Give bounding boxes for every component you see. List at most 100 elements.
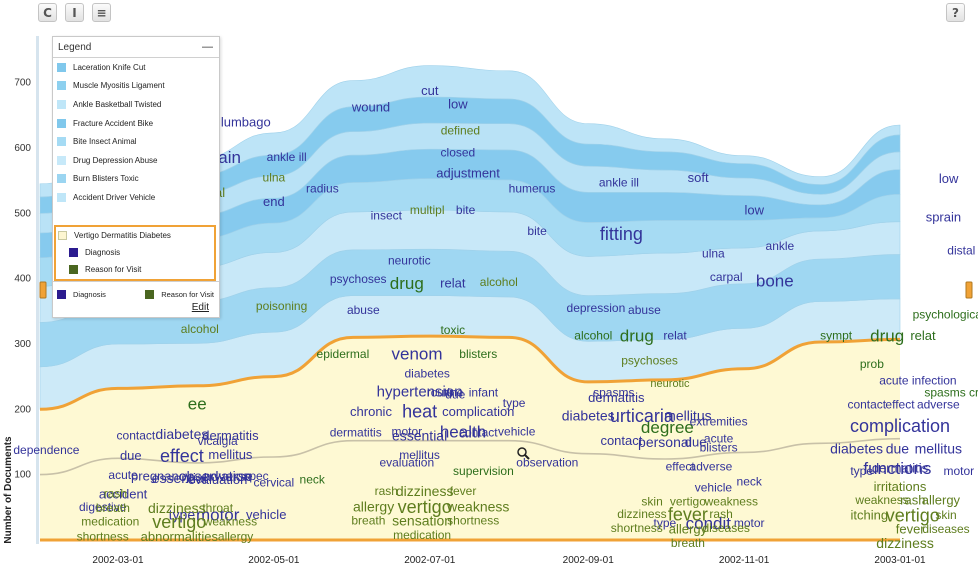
legend-topic[interactable]: Muscle Myositis Ligament — [53, 77, 219, 96]
word-label: dermatitis — [330, 425, 382, 439]
word-label: psychoses — [330, 272, 387, 286]
word-label: weakness — [854, 493, 908, 507]
range-handles — [39, 281, 973, 299]
word-label: dizziness — [876, 535, 934, 551]
word-label: vehicle — [246, 507, 286, 522]
left-range-handle[interactable] — [39, 281, 47, 299]
word-label: complication — [442, 404, 514, 419]
word-label: adverse — [203, 468, 253, 484]
word-label: shortness — [611, 521, 663, 535]
word-label: soft — [688, 170, 709, 185]
word-label: epidermal — [317, 347, 370, 361]
legend-swatch — [57, 192, 66, 202]
word-label: ankle — [766, 239, 795, 253]
highlight-top-border — [39, 334, 901, 411]
word-label: due — [445, 388, 465, 402]
legend-collapse-icon[interactable]: — — [202, 41, 213, 53]
legend-title: Legend — [58, 41, 92, 53]
word-label: spasms — [593, 386, 634, 400]
word-label: accident — [99, 487, 148, 502]
help-button[interactable]: ? — [946, 3, 965, 22]
x-tick-label: 2002-11-01 — [719, 555, 770, 566]
word-label: motor — [734, 516, 765, 530]
y-tick-label: 200 — [14, 404, 31, 415]
word-label: relat — [440, 276, 466, 291]
word-label: low — [448, 97, 468, 112]
word-label: rash — [375, 484, 398, 498]
word-label: vehicle — [498, 425, 536, 439]
word-label: contact — [600, 433, 642, 448]
word-label: motor — [943, 464, 974, 478]
word-label: mellitus — [208, 447, 253, 462]
legend-swatch — [69, 265, 78, 274]
legend-topic[interactable]: Drug Depression Abuse — [53, 151, 219, 170]
word-label: prob — [860, 357, 884, 371]
legend-topic[interactable]: Burn Blisters Toxic — [53, 170, 219, 189]
legend-swatch — [57, 155, 66, 165]
word-label: diseases — [703, 521, 750, 535]
legend-selected-label: Vertigo Dermatitis Diabetes — [74, 231, 171, 240]
stream-layer[interactable] — [40, 336, 900, 540]
word-label: digestive — [79, 500, 127, 514]
word-label: lumbago — [221, 114, 271, 129]
word-label: type — [169, 506, 196, 522]
word-label: sprain — [926, 210, 961, 225]
word-label: end — [263, 194, 285, 209]
comment-button[interactable]: ≡ — [92, 3, 111, 22]
refresh-icon: C — [43, 5, 52, 20]
word-label: vertigo — [670, 495, 706, 509]
y-axis: Number of Documents 100 200 300 400 500 600 70… — [3, 36, 39, 544]
word-label: insect — [371, 208, 403, 222]
legend-swatch — [69, 248, 78, 257]
word-clouds: cutwoundlowopnlumbagodefinedstrainankle … — [13, 83, 978, 551]
word-label: shortness — [77, 530, 129, 544]
word-label: supervision — [453, 464, 514, 478]
word-label: blisters — [700, 440, 738, 454]
word-label: hypertension — [377, 383, 463, 400]
word-label: ee — [188, 394, 207, 413]
legend-sub-diagnosis[interactable]: Diagnosis — [56, 244, 214, 261]
word-label: toxic — [440, 323, 465, 337]
word-label: drug — [390, 274, 424, 293]
legend-swatch — [57, 118, 66, 128]
y-tick-label: 300 — [14, 339, 31, 350]
legend-selected-topic[interactable]: Vertigo Dermatitis Diabetes Diagnosis Re… — [54, 225, 216, 281]
legend-swatch — [57, 137, 66, 147]
magnifier-cursor-icon — [517, 447, 530, 460]
word-label: vicalgia — [198, 434, 238, 448]
legend-topic[interactable]: Bite Insect Animal — [53, 132, 219, 151]
legend-topic[interactable]: Laceration Knife Cut — [53, 58, 219, 77]
word-label: alcohol — [480, 275, 518, 289]
legend-swatch — [57, 99, 66, 109]
word-label: dizziness — [617, 507, 666, 521]
legend-edit-link[interactable]: Edit — [191, 302, 209, 313]
legend-topic[interactable]: Ankle Basketball Twisted — [53, 95, 219, 114]
word-label: poisoning — [256, 299, 307, 313]
y-tick-label: 600 — [14, 143, 31, 154]
word-label: alcohol — [574, 329, 612, 343]
right-range-handle[interactable] — [965, 281, 973, 299]
legend-topic[interactable]: Fracture Accident Bike — [53, 114, 219, 133]
word-label: mellitus — [399, 448, 440, 462]
word-label: low — [745, 203, 765, 218]
word-label: medication — [81, 515, 139, 529]
legend-sub-reason[interactable]: Reason for Visit — [56, 261, 214, 278]
info-button[interactable]: I — [65, 3, 84, 22]
word-label: functions — [863, 459, 931, 478]
legend-selected-row[interactable]: Vertigo Dermatitis Diabetes — [56, 227, 214, 244]
word-label: rash — [104, 487, 127, 501]
stream-layer[interactable] — [39, 65, 901, 198]
legend-topic[interactable]: Accident Driver Vehicle — [53, 188, 219, 207]
word-label: rash — [900, 493, 925, 508]
legend-topic-label: Bite Insect Animal — [73, 137, 137, 147]
word-label: bite — [527, 224, 547, 238]
word-label: fever — [450, 484, 477, 498]
refresh-button[interactable]: C — [38, 3, 57, 22]
word-label: dermatitis — [202, 428, 259, 443]
word-label: diabetes — [405, 367, 450, 381]
info-icon: I — [72, 5, 77, 20]
word-label: closed — [441, 146, 476, 160]
word-label: distal — [947, 244, 975, 258]
legend-panel[interactable]: Legend — Laceration Knife Cut Muscle Myo… — [52, 36, 220, 318]
